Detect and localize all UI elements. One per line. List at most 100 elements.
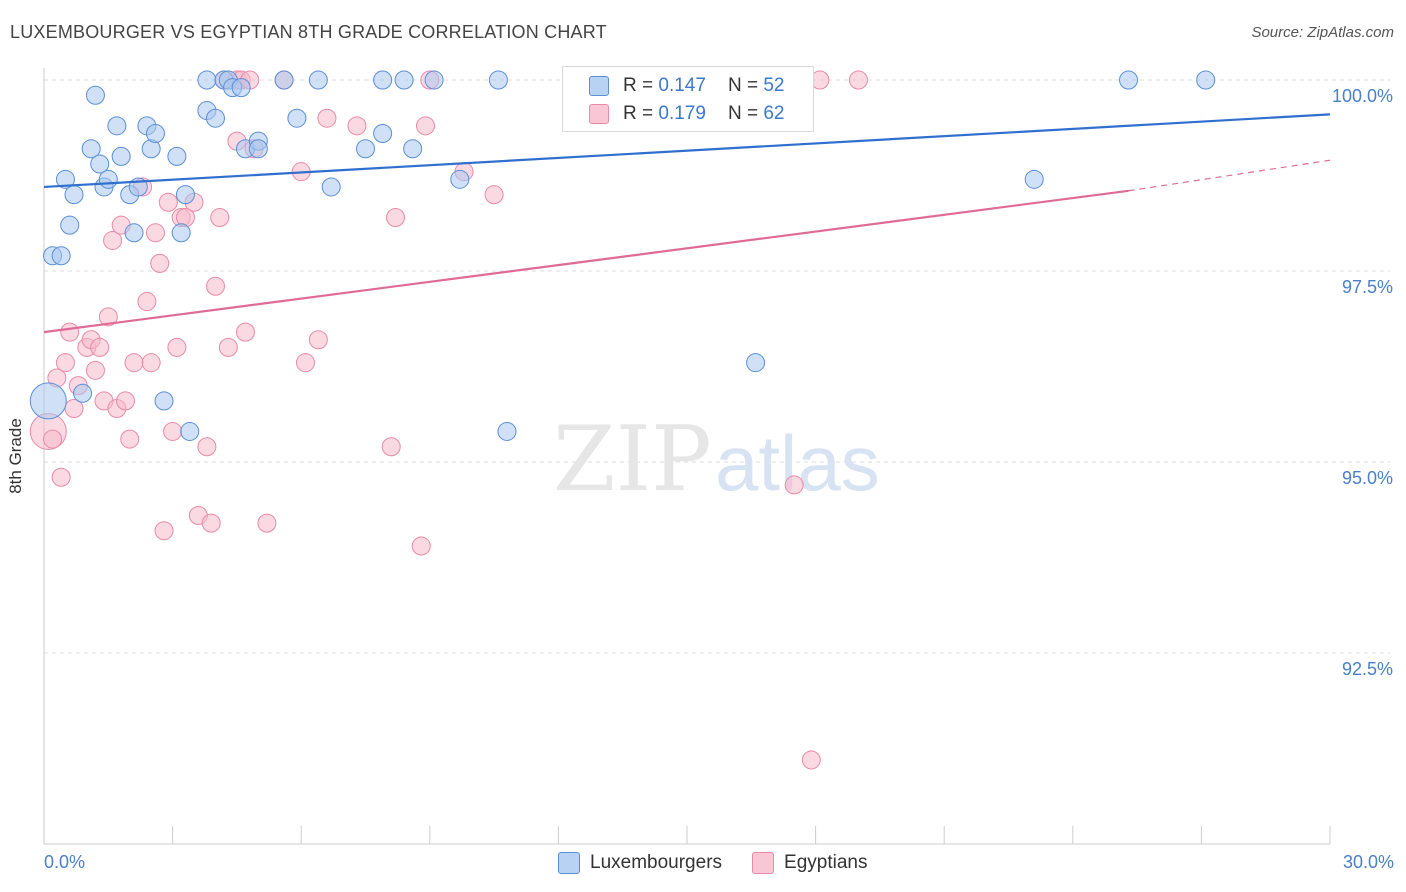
- source-label: Source: ZipAtlas.com: [1251, 24, 1394, 41]
- egyptian-point: [411, 536, 431, 556]
- luxembourger-point: [1024, 169, 1044, 189]
- luxembourger-point: [107, 116, 127, 136]
- luxembourger-point: [180, 421, 200, 441]
- luxembourger-point: [171, 223, 191, 243]
- egyptian-point: [218, 337, 238, 357]
- stats-row-luxembourgers: R = 0.147 N = 52: [589, 75, 784, 97]
- luxembourger-point: [1196, 70, 1216, 90]
- luxembourgers-swatch: [589, 76, 609, 96]
- luxembourger-point: [248, 139, 268, 159]
- luxembourger-point: [205, 108, 225, 128]
- egyptian-point: [210, 208, 230, 228]
- luxembourger-point: [197, 70, 217, 90]
- watermark-zip: ZIP: [553, 407, 712, 512]
- luxembourger-point: [60, 215, 80, 235]
- egyptian-point: [154, 521, 174, 541]
- y-tick-92-5: 92.5%: [1341, 659, 1393, 679]
- luxembourger-point: [356, 139, 375, 159]
- luxembourger-point: [85, 85, 105, 105]
- egyptian-point: [150, 253, 170, 273]
- luxembourger-point: [394, 70, 414, 90]
- bottom-legend: Luxembourgers Egyptians: [558, 852, 897, 874]
- luxembourger-point: [287, 108, 307, 128]
- egyptians-trend-extension: [1128, 159, 1331, 192]
- x-tick-0: 0.0%: [44, 852, 86, 872]
- legend-label-luxembourgers: Luxembourgers: [590, 852, 723, 873]
- stats-legend: R = 0.147 N = 52 R = 0.179 N = 62: [562, 66, 814, 132]
- luxembourger-point: [64, 185, 84, 205]
- luxembourger-point: [51, 246, 71, 266]
- egy-r-value: 0.179: [658, 103, 706, 124]
- legend-swatch-luxembourgers: [558, 852, 580, 874]
- egyptian-point: [51, 467, 71, 487]
- luxembourger-point: [1119, 70, 1139, 90]
- luxembourger-point: [98, 169, 118, 189]
- egyptian-point: [784, 475, 804, 495]
- egyptian-point: [163, 421, 183, 441]
- egyptian-point: [158, 192, 178, 212]
- luxembourger-point: [90, 154, 110, 174]
- luxembourgers-trend-line: [43, 113, 1331, 189]
- luxembourger-point: [124, 223, 144, 243]
- egyptians-trend-line: [43, 189, 1129, 334]
- luxembourger-point: [450, 169, 470, 189]
- egyptian-point: [115, 391, 135, 411]
- egy-n-value: 62: [763, 103, 785, 124]
- lux-r-label: R =: [623, 75, 654, 96]
- lux-n-label: N =: [727, 75, 759, 96]
- egyptian-point: [197, 437, 217, 457]
- egyptian-point: [257, 513, 277, 533]
- egyptian-point: [167, 337, 187, 357]
- luxembourger-point: [73, 383, 93, 403]
- trend-lines: [43, 113, 1331, 334]
- egyptian-point: [120, 429, 140, 449]
- axes: [43, 68, 1331, 845]
- luxembourger-point: [308, 70, 328, 90]
- luxembourger-point: [55, 169, 75, 189]
- egyptian-point: [43, 429, 63, 449]
- luxembourger-point: [424, 70, 444, 90]
- egyptian-point: [55, 353, 75, 373]
- egyptian-point: [295, 353, 315, 373]
- egy-r-label: R =: [623, 103, 654, 124]
- chart-title: LUXEMBOURGER VS EGYPTIAN 8TH GRADE CORRE…: [10, 22, 607, 42]
- egyptian-point: [103, 230, 123, 250]
- egyptian-point: [848, 70, 868, 90]
- luxembourger-point: [488, 70, 508, 90]
- egyptian-point: [381, 437, 401, 457]
- legend-item-luxembourgers[interactable]: Luxembourgers: [558, 852, 722, 874]
- egyptian-point: [235, 322, 255, 342]
- luxembourger-point: [321, 177, 341, 197]
- y-tick-97-5: 97.5%: [1341, 277, 1393, 297]
- egyptian-point: [124, 353, 144, 373]
- egyptian-point: [85, 360, 105, 380]
- legend-swatch-egyptians: [752, 852, 775, 874]
- luxembourger-point: [154, 391, 174, 411]
- egyptian-point: [145, 223, 165, 243]
- luxembourger-point: [373, 123, 393, 143]
- luxembourger-point: [29, 382, 67, 420]
- luxembourger-point: [145, 123, 165, 143]
- egyptian-point: [201, 513, 221, 533]
- luxembourger-point: [746, 353, 766, 373]
- egyptian-point: [386, 208, 406, 228]
- egy-n-label: N =: [727, 103, 759, 124]
- luxembourger-point: [403, 139, 423, 159]
- luxembourger-point: [231, 78, 251, 98]
- luxembourger-point: [111, 146, 131, 166]
- egyptian-point: [347, 116, 367, 136]
- gridlines: [44, 79, 1390, 654]
- legend-item-egyptians[interactable]: Egyptians: [752, 852, 867, 874]
- egyptians-swatch: [589, 104, 609, 124]
- egyptian-point: [308, 330, 328, 350]
- egyptian-point: [317, 108, 337, 128]
- luxembourger-point: [81, 139, 101, 159]
- egyptian-point: [60, 322, 80, 342]
- x-tick-30: 30.0%: [1342, 852, 1394, 872]
- luxembourger-point: [175, 185, 195, 205]
- stats-row-egyptians: R = 0.179 N = 62: [589, 103, 784, 125]
- legend-label-egyptians: Egyptians: [784, 852, 868, 873]
- egyptian-point: [137, 292, 157, 312]
- egyptian-point: [205, 276, 225, 296]
